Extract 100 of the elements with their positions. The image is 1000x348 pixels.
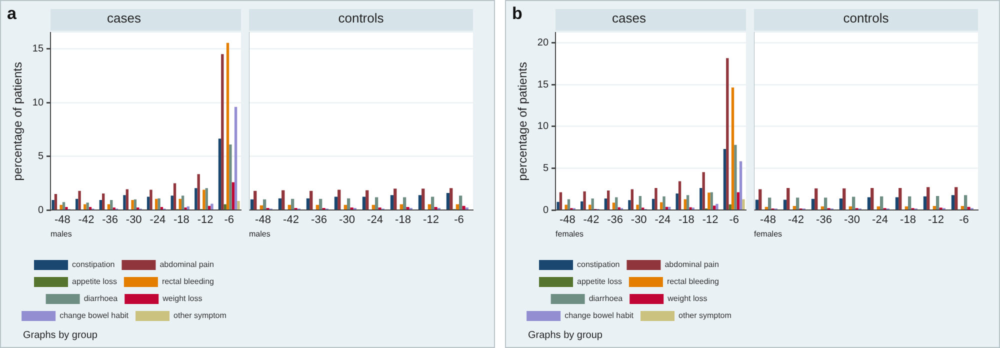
bar (123, 195, 126, 210)
legend-label: other symptom (678, 311, 732, 320)
chart-title: cases (107, 10, 142, 26)
bar (62, 202, 66, 210)
bar (723, 149, 726, 210)
x-tick-label: -24 (150, 214, 166, 226)
x-tick-label: -36 (816, 214, 832, 226)
chart-title: cases (612, 10, 646, 26)
bar (630, 189, 634, 210)
x-tick-label: -12 (423, 214, 439, 226)
x-tick-label: -12 (928, 214, 944, 226)
bar (898, 188, 902, 210)
legend-label: weight loss (162, 294, 202, 304)
bar (728, 204, 732, 210)
bar (338, 190, 341, 210)
bar (652, 198, 655, 210)
x-tick-label: -48 (54, 214, 70, 226)
x-tick-label: -48 (760, 214, 776, 226)
bar (450, 188, 453, 210)
bar (237, 201, 240, 210)
x-tick-label: -24 (367, 214, 383, 226)
x-tick-label: -18 (174, 214, 190, 226)
x-tick-label: -42 (788, 214, 804, 226)
bar (221, 54, 224, 210)
legend-label: other symptom (174, 311, 227, 320)
bar (734, 144, 737, 210)
bar (232, 182, 234, 210)
x-axis-title: females (754, 229, 782, 238)
legend-label: appetite loss (577, 277, 622, 286)
bar (580, 201, 584, 210)
bar (739, 161, 742, 210)
bar (134, 199, 137, 210)
bar (254, 190, 257, 210)
bar (102, 194, 105, 210)
bar (908, 196, 912, 210)
bar (786, 188, 790, 210)
bar (390, 195, 394, 210)
bar (660, 202, 663, 210)
y-axis-title: percentage of patients (516, 62, 530, 181)
bar (783, 200, 787, 210)
bar (820, 206, 824, 210)
bar (316, 204, 319, 210)
bar (852, 196, 856, 210)
bar (842, 188, 846, 210)
bar (208, 206, 211, 210)
x-tick-label: -48 (559, 214, 576, 226)
x-tick-label: -12 (702, 214, 718, 226)
bar (319, 198, 322, 210)
bar (612, 202, 616, 210)
bar (880, 196, 884, 210)
bar (954, 187, 958, 210)
y-tick-label: 5 (542, 163, 549, 174)
bar (224, 204, 226, 210)
bar (615, 197, 618, 210)
legend-label: abdominal pain (160, 260, 214, 270)
x-tick-label: -18 (900, 214, 916, 226)
legend-label: abdominal pain (664, 260, 719, 270)
legend-label: diarrhoea (588, 294, 624, 304)
x-tick-label: -42 (283, 214, 299, 226)
x-tick-label: -30 (844, 214, 860, 226)
legend-label: change bowel habit (564, 311, 634, 320)
bar (923, 196, 927, 210)
bar (662, 196, 666, 210)
bar (628, 200, 631, 210)
y-tick-label: 10 (537, 121, 549, 132)
bar (964, 195, 968, 210)
bar (431, 196, 434, 210)
bar (792, 206, 796, 210)
text: Graphs by group (528, 330, 602, 341)
bar (310, 190, 313, 210)
bar (181, 196, 184, 210)
legend-label: change bowel habit (60, 311, 130, 320)
bar (65, 206, 68, 210)
bar (459, 196, 462, 210)
bar (347, 198, 350, 210)
bar (282, 190, 285, 210)
bar (334, 196, 338, 210)
bar (306, 198, 310, 210)
bar (702, 172, 705, 210)
bar (604, 198, 608, 210)
bar (400, 204, 403, 210)
bar (736, 192, 740, 210)
bar (394, 188, 397, 210)
bar (202, 190, 206, 210)
bar (362, 196, 366, 210)
bar (52, 200, 54, 210)
x-tick-label: -36 (102, 214, 118, 226)
legend-label: appetite loss (72, 277, 117, 286)
x-tick-label: -6 (729, 214, 739, 226)
x-tick-label: -6 (959, 214, 969, 226)
bar (173, 183, 176, 210)
legend-label: rectal bleeding (666, 277, 719, 286)
x-axis-title: females (556, 229, 584, 238)
bar (126, 189, 128, 210)
bar (406, 206, 410, 210)
bar (636, 204, 639, 210)
x-tick-label: -36 (607, 214, 623, 226)
bar (960, 206, 964, 210)
text: b (512, 4, 522, 24)
bar (344, 204, 347, 210)
